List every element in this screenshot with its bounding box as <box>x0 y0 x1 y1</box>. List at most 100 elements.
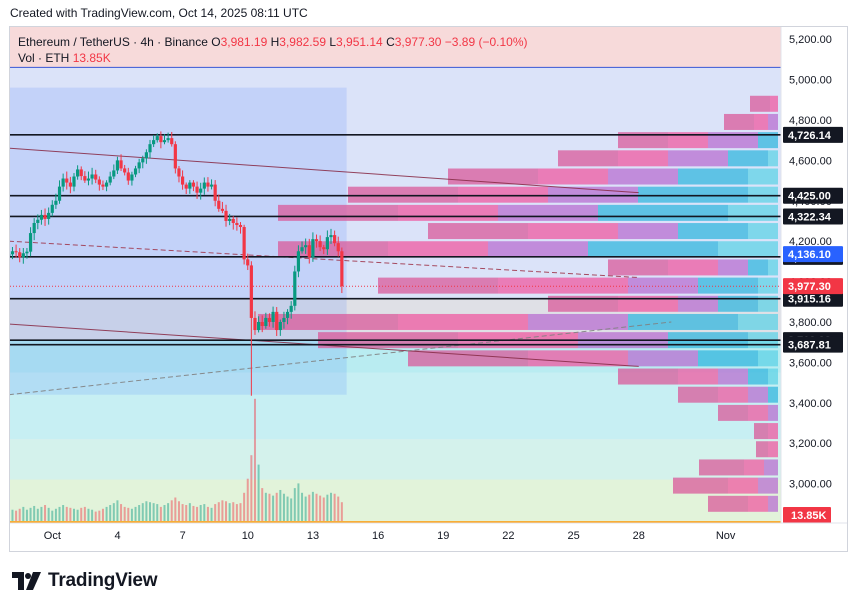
volume-profile-bar[interactable] <box>698 350 758 367</box>
candle-body[interactable] <box>322 247 326 250</box>
candle-body[interactable] <box>79 169 83 177</box>
volume-profile-bar[interactable] <box>758 295 778 312</box>
candle-body[interactable] <box>141 158 145 163</box>
volume-profile-bar[interactable] <box>728 204 778 221</box>
volume-bar[interactable] <box>51 510 54 521</box>
candle-body[interactable] <box>180 176 185 185</box>
volume-bar[interactable] <box>243 492 246 521</box>
candle-body[interactable] <box>184 184 188 189</box>
volume-bar[interactable] <box>58 506 61 521</box>
volume-bar[interactable] <box>268 493 271 521</box>
volume-profile-bar[interactable] <box>754 423 768 440</box>
candle-body[interactable] <box>228 218 232 221</box>
candle-body[interactable] <box>199 188 203 193</box>
volume-profile-bar[interactable] <box>548 295 618 312</box>
candle-body[interactable] <box>112 170 116 177</box>
candle-body[interactable] <box>300 247 304 252</box>
candle-body[interactable] <box>271 311 275 322</box>
volume-profile-bar[interactable] <box>618 295 678 312</box>
candle-body[interactable] <box>166 138 170 141</box>
candle-body[interactable] <box>257 321 261 331</box>
candle-body[interactable] <box>340 251 344 287</box>
candle-body[interactable] <box>97 179 101 185</box>
volume-profile-bar[interactable] <box>528 223 618 240</box>
volume-bar[interactable] <box>138 505 141 521</box>
volume-profile-bar[interactable] <box>708 132 758 149</box>
volume-profile-bar[interactable] <box>748 368 768 385</box>
volume-profile-bar[interactable] <box>408 350 528 367</box>
trendline-3[interactable] <box>10 321 672 396</box>
volume-profile-bar[interactable] <box>388 241 488 258</box>
volume-bar[interactable] <box>319 495 322 521</box>
volume-bar[interactable] <box>304 496 307 521</box>
volume-profile-bar[interactable] <box>758 277 778 294</box>
candle-body[interactable] <box>90 174 94 179</box>
volume-profile-bar[interactable] <box>608 259 668 276</box>
volume-bar[interactable] <box>246 478 249 521</box>
volume-profile-bar[interactable] <box>498 277 628 294</box>
volume-profile-bar[interactable] <box>538 168 608 185</box>
volume-bar[interactable] <box>76 509 79 521</box>
trendline-0[interactable] <box>10 147 639 194</box>
volume-bar[interactable] <box>286 496 289 521</box>
candle-body[interactable] <box>14 251 18 253</box>
candle-body[interactable] <box>173 144 177 169</box>
volume-profile-bar[interactable] <box>628 277 698 294</box>
candle-body[interactable] <box>39 214 44 220</box>
volume-profile-bar[interactable] <box>678 223 748 240</box>
candle-body[interactable] <box>220 208 225 211</box>
volume-bar[interactable] <box>272 495 275 521</box>
candle-body[interactable] <box>137 162 141 169</box>
volume-bar[interactable] <box>65 506 68 521</box>
candle-body[interactable] <box>47 212 51 219</box>
volume-bar[interactable] <box>174 497 177 522</box>
candle-body[interactable] <box>155 136 159 141</box>
candle-body[interactable] <box>144 152 148 159</box>
volume-profile-bar[interactable] <box>748 386 768 403</box>
volume-profile-bar[interactable] <box>628 313 738 330</box>
volume-bar[interactable] <box>232 502 235 521</box>
candle-body[interactable] <box>209 184 214 187</box>
volume-bar[interactable] <box>308 494 311 521</box>
volume-bar[interactable] <box>112 503 115 521</box>
volume-profile-bar[interactable] <box>748 495 768 512</box>
volume-profile-bar[interactable] <box>748 404 768 421</box>
candle-body[interactable] <box>86 178 91 181</box>
volume-profile-bar[interactable] <box>750 95 770 112</box>
volume-bar[interactable] <box>11 509 14 521</box>
candle-body[interactable] <box>307 245 311 258</box>
volume-bar[interactable] <box>253 398 256 521</box>
volume-bar[interactable] <box>228 503 231 521</box>
candle-body[interactable] <box>278 321 282 331</box>
volume-profile-bar[interactable] <box>768 404 778 421</box>
volume-bar[interactable] <box>33 505 36 521</box>
volume-bar[interactable] <box>311 491 314 521</box>
volume-bar[interactable] <box>275 492 278 521</box>
volume-bar[interactable] <box>301 492 304 521</box>
volume-bar[interactable] <box>105 506 108 521</box>
candle-body[interactable] <box>224 210 228 221</box>
volume-profile-bar[interactable] <box>758 132 778 149</box>
candle-body[interactable] <box>253 317 257 331</box>
volume-bar[interactable] <box>257 464 260 521</box>
volume-bar[interactable] <box>337 496 340 521</box>
volume-profile-bar[interactable] <box>728 477 758 494</box>
volume-profile-bar[interactable] <box>718 386 748 403</box>
candle-body[interactable] <box>242 227 246 260</box>
candle-body[interactable] <box>195 186 199 193</box>
volume-bar[interactable] <box>72 508 75 521</box>
candle-body[interactable] <box>115 160 120 171</box>
volume-bar[interactable] <box>290 498 293 521</box>
candle-body[interactable] <box>61 178 65 187</box>
volume-profile-bar[interactable] <box>708 495 748 512</box>
volume-profile-bar[interactable] <box>278 241 388 258</box>
candle-body[interactable] <box>304 245 308 248</box>
volume-profile-bar[interactable] <box>488 241 588 258</box>
candle-body[interactable] <box>325 237 329 250</box>
volume-bar[interactable] <box>152 503 155 521</box>
volume-bar[interactable] <box>261 488 264 521</box>
volume-legend[interactable]: Vol · ETH 13.85K <box>18 51 111 65</box>
volume-bar[interactable] <box>80 507 83 521</box>
volume-profile-bar[interactable] <box>628 350 698 367</box>
candle-body[interactable] <box>123 168 127 173</box>
